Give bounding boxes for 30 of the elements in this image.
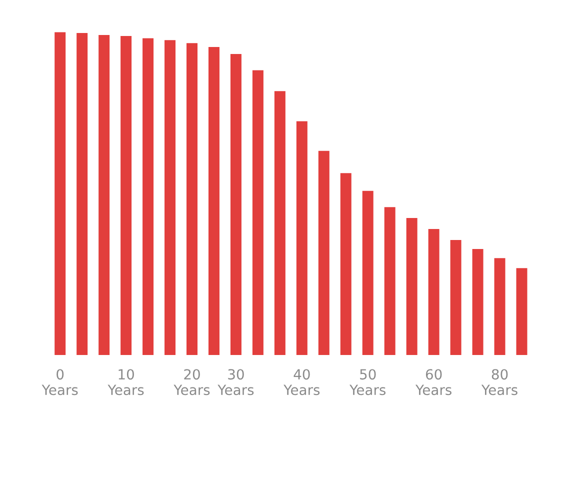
- bar: [406, 218, 418, 355]
- bar: [384, 207, 396, 355]
- bar: [428, 229, 440, 355]
- bar: [76, 33, 88, 355]
- bar: [252, 70, 264, 355]
- x-tick-label: 30 Years: [218, 369, 254, 396]
- x-tick-label: 80 Years: [481, 369, 518, 396]
- bar: [362, 190, 374, 355]
- x-tick-label: 50 Years: [350, 369, 386, 396]
- bar: [494, 258, 506, 355]
- bar: [516, 268, 528, 355]
- x-tick-label: 60 Years: [415, 369, 452, 396]
- bar: [164, 40, 176, 355]
- bar: [340, 173, 352, 355]
- bar: [208, 46, 220, 355]
- x-tick-label: 20 Years: [174, 369, 210, 396]
- x-tick-label: 40 Years: [284, 369, 320, 396]
- x-tick-label: 10 Years: [108, 369, 144, 396]
- bar: [142, 38, 154, 355]
- bar: [54, 32, 66, 355]
- bar: [186, 43, 198, 355]
- bar: [318, 150, 330, 355]
- bar: [98, 35, 110, 355]
- x-tick-label: 0 Years: [42, 369, 78, 396]
- bar: [472, 249, 484, 355]
- bar: [230, 54, 242, 355]
- bar: [120, 36, 132, 355]
- bar: [450, 240, 462, 355]
- bar: [296, 121, 308, 355]
- bar: [274, 91, 286, 355]
